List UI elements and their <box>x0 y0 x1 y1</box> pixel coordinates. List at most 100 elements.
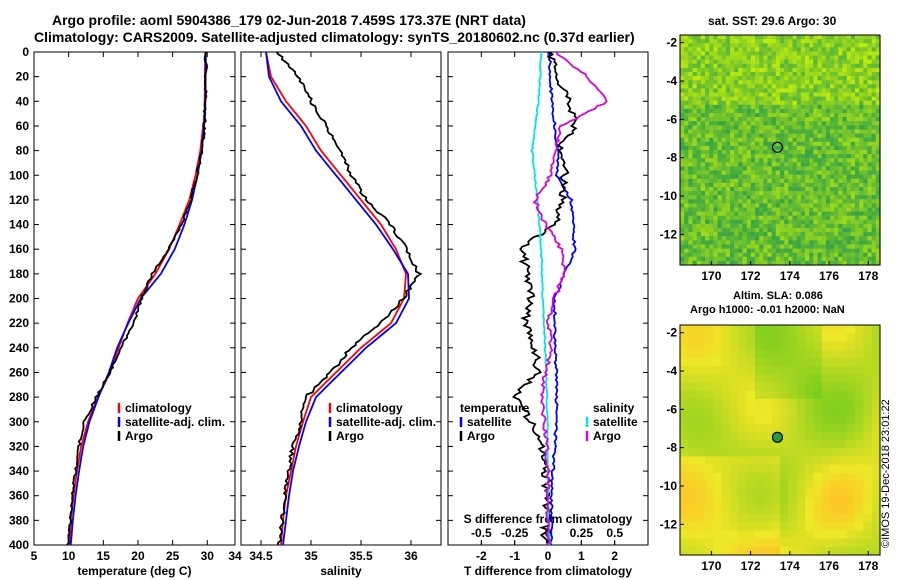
map-cell <box>863 108 869 114</box>
map-cell <box>763 100 769 106</box>
map-cell <box>705 538 714 548</box>
map-cell <box>738 236 744 241</box>
map-cell <box>730 349 739 359</box>
map-cell <box>855 35 860 40</box>
map-cell <box>746 431 756 441</box>
map-cell <box>863 125 869 131</box>
map-cell <box>821 530 831 540</box>
map-cell <box>875 76 881 81</box>
map-cell <box>796 59 802 65</box>
map-cell <box>759 219 764 225</box>
map-cell <box>809 228 814 233</box>
map-cell <box>813 223 819 229</box>
map-cell <box>680 398 689 408</box>
map-cell <box>821 92 827 98</box>
map-cell <box>725 63 731 69</box>
map-cell <box>763 374 773 384</box>
ytick-label: 240 <box>9 341 29 355</box>
map-cell <box>730 244 735 250</box>
map-cell <box>838 456 848 466</box>
map-cell <box>717 47 723 52</box>
map-cell <box>692 55 698 61</box>
map-cell <box>696 215 702 221</box>
map-cell <box>838 67 844 73</box>
map-cell <box>788 203 794 209</box>
map-cell <box>750 104 756 110</box>
map-cell <box>855 382 864 392</box>
map-cell <box>780 84 785 89</box>
map-cell <box>721 43 727 48</box>
map-cell <box>738 407 748 416</box>
map-cell <box>817 55 823 61</box>
map-cell <box>717 223 723 229</box>
map-cell <box>821 215 827 221</box>
map-cell <box>788 113 794 118</box>
map-cell <box>771 325 781 334</box>
map-cell <box>680 162 685 167</box>
map-cell <box>855 178 860 184</box>
map-cell <box>696 240 702 246</box>
map-cell <box>713 415 723 425</box>
map-cell <box>771 199 777 204</box>
map-cell <box>725 150 731 155</box>
map-cell <box>746 187 752 192</box>
map-cell <box>755 174 760 180</box>
map-cell <box>725 129 731 135</box>
map-cell <box>863 174 869 180</box>
map-cell <box>696 80 702 85</box>
map-cell <box>746 108 752 114</box>
map-cell <box>759 47 764 52</box>
map-cell <box>859 260 864 266</box>
map-cell <box>755 195 760 200</box>
map-cell <box>830 207 835 213</box>
map-cell <box>825 104 831 110</box>
map-cell <box>755 415 764 425</box>
map-cell <box>734 170 739 176</box>
map-cell <box>825 72 831 77</box>
map-cell <box>759 80 764 85</box>
map-cell <box>813 472 823 482</box>
map-cell <box>767 182 773 188</box>
map-cell <box>809 35 814 40</box>
map-cell <box>767 215 773 221</box>
map-cell <box>871 133 877 139</box>
map-cell <box>817 92 823 98</box>
map-cell <box>721 72 727 77</box>
map-cell <box>680 366 689 375</box>
title-line1: Argo profile: aoml 5904386_179 02-Jun-20… <box>52 12 526 28</box>
map-cell <box>834 121 839 126</box>
map-cell <box>784 39 789 44</box>
map-cell <box>692 248 698 254</box>
map-cell <box>746 497 756 507</box>
map-cell <box>700 47 706 52</box>
map-cell <box>775 84 781 89</box>
map-cell <box>784 117 789 122</box>
map-cell <box>705 178 710 184</box>
map-cell <box>746 236 752 241</box>
map-cell <box>871 357 881 367</box>
map-cell <box>746 170 752 176</box>
map-cell <box>680 374 689 384</box>
map-cell <box>867 158 873 163</box>
map-cell <box>692 154 698 159</box>
map-cell <box>838 464 848 474</box>
map-cell <box>688 67 694 73</box>
map-cell <box>700 51 706 57</box>
map-cell <box>813 232 819 237</box>
map-cell <box>746 113 752 118</box>
map-cell <box>746 199 752 204</box>
map-cell <box>738 215 744 221</box>
map-cell <box>875 51 881 57</box>
map-cell <box>863 456 873 466</box>
map-cell <box>713 84 719 89</box>
map-cell <box>717 129 723 135</box>
map-cell <box>696 47 702 52</box>
map-cell <box>825 211 831 217</box>
map-cell <box>755 121 760 126</box>
map-cell <box>813 456 823 466</box>
map-cell <box>696 195 702 200</box>
map-cell <box>680 35 685 40</box>
map-cell <box>834 84 839 89</box>
map-cell <box>725 117 731 122</box>
map-cell <box>680 67 685 73</box>
